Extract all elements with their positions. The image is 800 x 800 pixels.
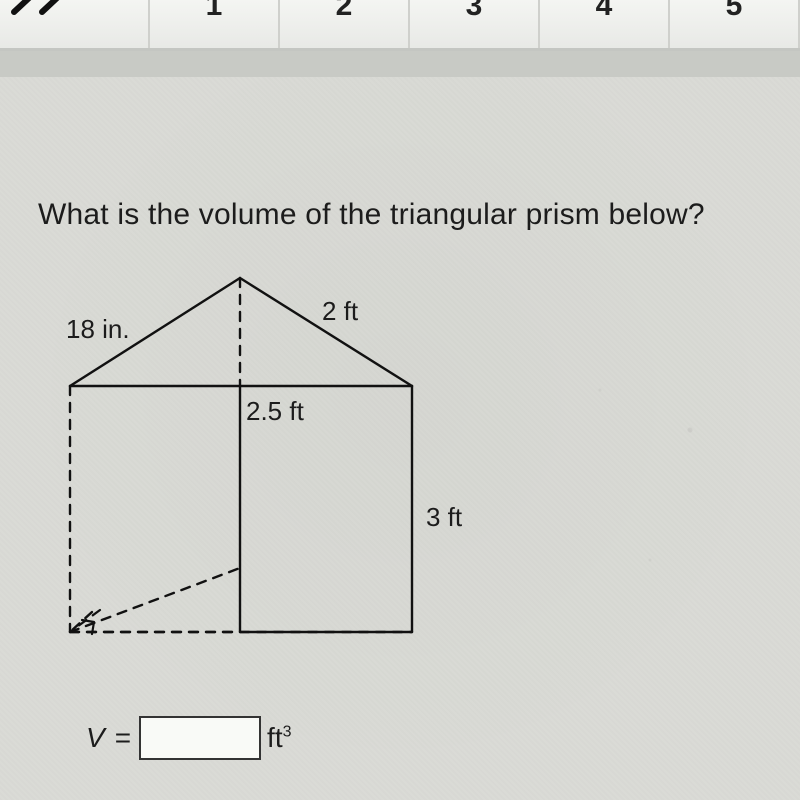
prism-figure: 18 in. 2 ft 2.5 ft 3 ft	[60, 278, 480, 668]
tab-4[interactable]: 4	[538, 0, 668, 48]
unit-base: ft	[267, 722, 283, 753]
label-height: 3 ft	[426, 502, 462, 533]
back-button[interactable]	[0, 0, 90, 48]
tab-5[interactable]: 5	[668, 0, 800, 48]
tab-1[interactable]: 1	[148, 0, 278, 48]
subheader-band	[0, 51, 800, 77]
question-text: What is the volume of the triangular pri…	[38, 198, 780, 232]
label-right-slant: 2 ft	[322, 296, 358, 327]
volume-input[interactable]	[139, 716, 261, 760]
tab-strip: 1 2 3 4 5	[90, 0, 800, 48]
tab-2[interactable]: 2	[278, 0, 408, 48]
tab-3[interactable]: 3	[408, 0, 538, 48]
back-arrow-icon	[8, 0, 82, 30]
page-root: 1 2 3 4 5 What is the volume of the tria…	[0, 0, 800, 800]
equals-sign: =	[115, 722, 131, 754]
top-bar-inner: 1 2 3 4 5	[0, 0, 800, 48]
top-bar: 1 2 3 4 5	[0, 0, 800, 51]
unit-exponent: 3	[283, 724, 292, 741]
answer-row: V = ft3	[86, 716, 292, 760]
answer-unit: ft3	[267, 722, 291, 754]
label-base: 2.5 ft	[246, 396, 304, 427]
answer-variable: V	[86, 722, 105, 754]
label-left-slant: 18 in.	[66, 314, 130, 345]
